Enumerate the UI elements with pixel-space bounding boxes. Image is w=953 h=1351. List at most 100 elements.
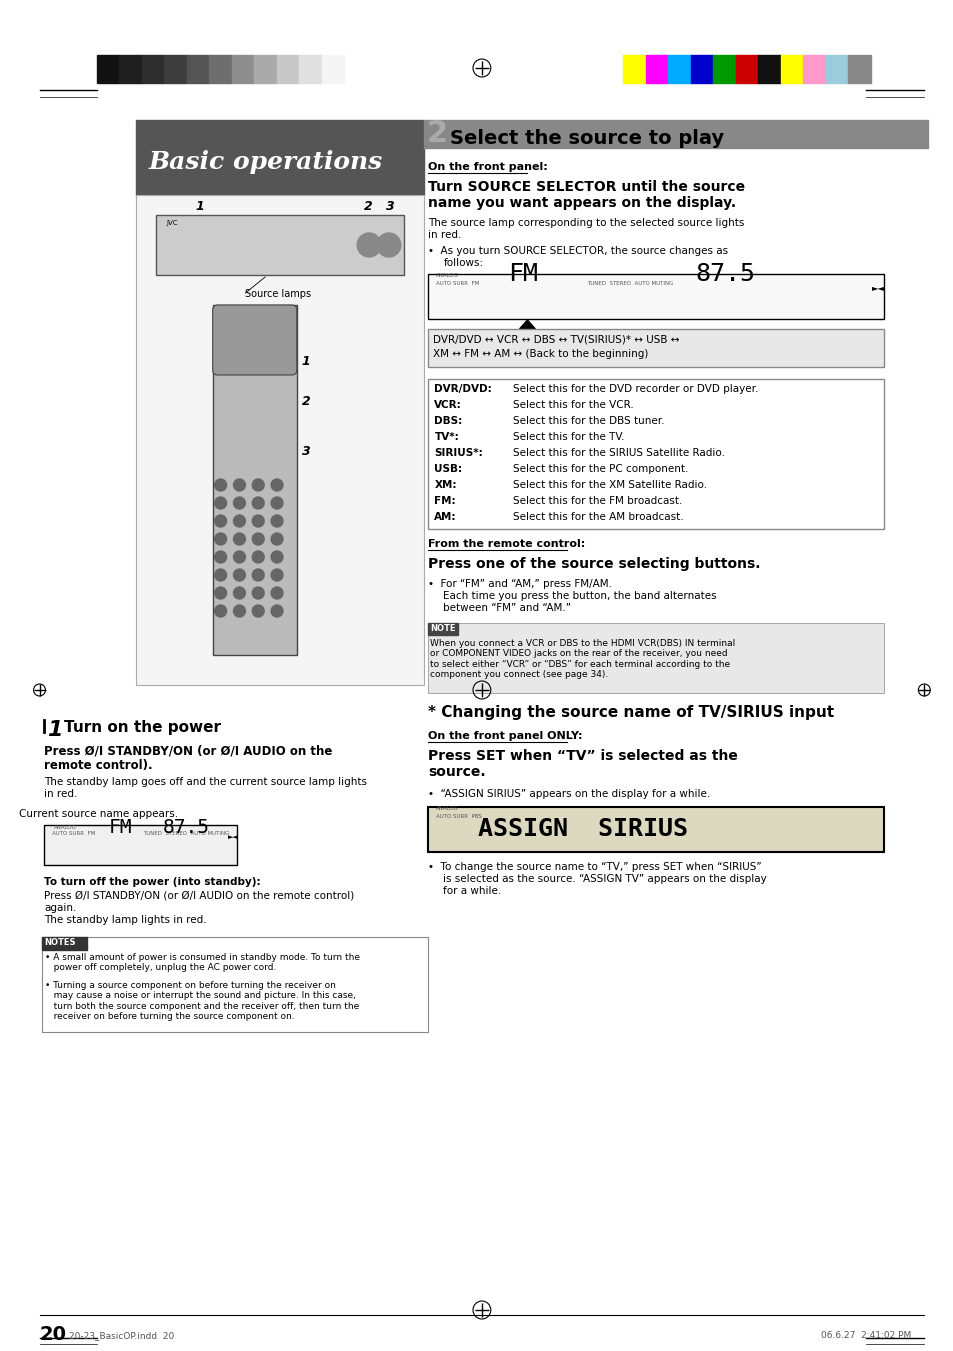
Text: 2: 2 [364,200,373,213]
Circle shape [271,569,283,581]
Text: •  As you turn SOURCE SELECTOR, the source changes as: • As you turn SOURCE SELECTOR, the sourc… [428,246,728,255]
Bar [690,55,713,82]
Circle shape [271,534,283,544]
Text: Turn on the power: Turn on the power [64,720,221,735]
Bar [781,55,802,82]
Text: 3: 3 [386,200,395,213]
Bar [136,195,423,685]
Text: ANALOG: ANALOG [436,807,458,811]
Bar [164,55,187,82]
Bar [668,55,690,82]
Bar [43,938,428,1032]
Bar [187,55,209,82]
Text: AM:: AM: [434,512,456,521]
Text: • Turning a source component on before turning the receiver on
   may cause a no: • Turning a source component on before t… [46,981,359,1021]
Text: Press one of the source selecting buttons.: Press one of the source selecting button… [428,557,760,571]
Text: The standby lamp goes off and the current source lamp lights: The standby lamp goes off and the curren… [45,777,367,788]
Text: Select the source to play: Select the source to play [450,128,723,149]
Text: VCR:: VCR: [434,400,461,409]
Circle shape [233,569,245,581]
Text: in red.: in red. [428,230,461,240]
Text: On the front panel ONLY:: On the front panel ONLY: [428,731,582,740]
Text: Select this for the TV.: Select this for the TV. [512,432,623,442]
Bar [423,120,927,149]
Text: Select this for the PC component.: Select this for the PC component. [512,463,687,474]
Text: 1: 1 [48,720,63,740]
Text: AUTO SURR  FM: AUTO SURR FM [436,281,479,286]
Text: 2: 2 [426,119,447,149]
Text: remote control).: remote control). [45,759,152,771]
Text: follows:: follows: [443,258,483,267]
Text: Each time you press the button, the band alternates: Each time you press the button, the band… [443,590,717,601]
Bar [735,55,758,82]
Bar [802,55,825,82]
Text: Basic operations: Basic operations [149,150,382,174]
Text: XM ↔ FM ↔ AM ↔ (Back to the beginning): XM ↔ FM ↔ AM ↔ (Back to the beginning) [433,349,648,359]
Text: ►◄: ►◄ [228,834,238,840]
Text: The source lamp corresponding to the selected source lights: The source lamp corresponding to the sel… [428,218,744,228]
Circle shape [252,569,264,581]
Text: * Changing the source name of TV/SIRIUS input: * Changing the source name of TV/SIRIUS … [428,705,834,720]
Text: Press SET when “TV” is selected as the: Press SET when “TV” is selected as the [428,748,738,763]
Text: Select this for the DVD recorder or DVD player.: Select this for the DVD recorder or DVD … [512,384,758,394]
Text: NOTE: NOTE [430,624,456,634]
Text: is selected as the source. “ASSIGN TV” appears on the display: is selected as the source. “ASSIGN TV” a… [443,874,766,884]
Text: FM: FM [109,817,132,838]
Text: source.: source. [428,765,486,780]
Circle shape [214,497,226,509]
Text: The standby lamp lights in red.: The standby lamp lights in red. [45,915,207,925]
Circle shape [214,534,226,544]
Bar [232,55,254,82]
Text: DVR/DVD ↔ VCR ↔ DBS ↔ TV(SIRIUS)* ↔ USB ↔: DVR/DVD ↔ VCR ↔ DBS ↔ TV(SIRIUS)* ↔ USB … [433,334,679,345]
Bar [713,55,735,82]
Bar [142,55,164,82]
Text: between “FM” and “AM.”: between “FM” and “AM.” [443,603,571,613]
Bar [213,305,296,655]
Text: To turn off the power (into standby):: To turn off the power (into standby): [45,877,261,888]
Circle shape [252,480,264,490]
Circle shape [252,605,264,617]
Circle shape [233,515,245,527]
Text: 2: 2 [301,394,311,408]
Text: FM:: FM: [434,496,456,507]
Circle shape [271,515,283,527]
Circle shape [214,586,226,598]
Bar [428,380,882,530]
Text: ANALOG: ANALOG [54,825,77,830]
Text: AUTO SURR  FM: AUTO SURR FM [52,831,95,836]
Text: 1: 1 [195,200,204,213]
Text: XM:: XM: [434,480,456,490]
Text: USB:: USB: [434,463,462,474]
Circle shape [233,605,245,617]
Text: • A small amount of power is consumed in standby mode. To turn the
   power off : • A small amount of power is consumed in… [46,952,360,973]
Text: ASSIGN  SIRIUS: ASSIGN SIRIUS [477,817,687,842]
Circle shape [271,605,283,617]
Text: Press Ø/I STANDBY/ON (or Ø/I AUDIO on the: Press Ø/I STANDBY/ON (or Ø/I AUDIO on th… [45,744,333,758]
Text: AUTO SURR  PBS: AUTO SURR PBS [436,815,481,819]
Bar [645,55,668,82]
Circle shape [233,551,245,563]
Bar [428,623,882,693]
Text: Select this for the XM Satellite Radio.: Select this for the XM Satellite Radio. [512,480,706,490]
Bar [45,825,237,865]
Text: JVC: JVC [166,220,177,226]
Circle shape [252,534,264,544]
Text: SIRIUS*:: SIRIUS*: [434,449,482,458]
Text: Select this for the SIRIUS Satellite Radio.: Select this for the SIRIUS Satellite Rad… [512,449,724,458]
Circle shape [214,551,226,563]
Text: again.: again. [45,902,77,913]
Bar [299,55,321,82]
Bar [209,55,232,82]
Text: 20: 20 [39,1325,67,1344]
Bar [428,623,457,635]
Text: 06.6.27  2:41:02 PM: 06.6.27 2:41:02 PM [821,1331,911,1340]
Text: NOTES: NOTES [45,938,76,947]
Circle shape [376,232,400,257]
Text: DBS:: DBS: [434,416,462,426]
Text: ►◄: ►◄ [871,282,884,292]
Bar [119,55,142,82]
Text: •  To change the source name to “TV,” press SET when “SIRIUS”: • To change the source name to “TV,” pre… [428,862,761,871]
Bar [428,807,882,852]
Text: Press Ø/I STANDBY/ON (or Ø/I AUDIO on the remote control): Press Ø/I STANDBY/ON (or Ø/I AUDIO on th… [45,892,355,901]
Text: TUNED  STEREO  AUTO MUTING: TUNED STEREO AUTO MUTING [143,831,230,836]
